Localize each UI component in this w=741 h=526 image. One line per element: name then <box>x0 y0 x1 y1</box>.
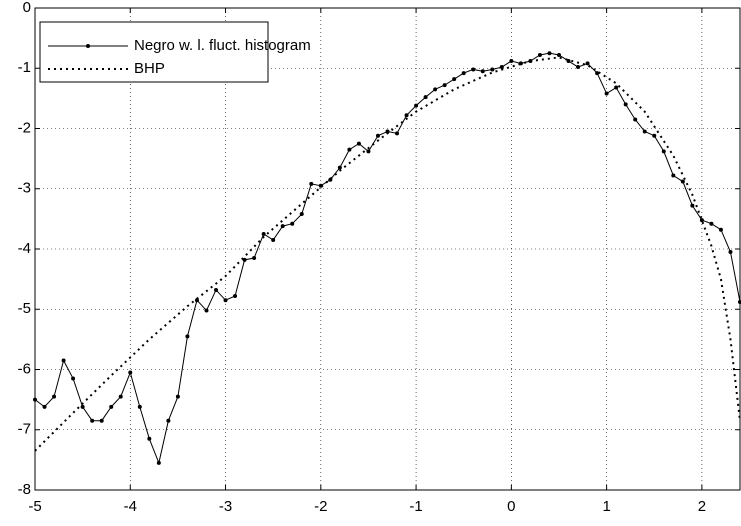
series-dot <box>604 91 609 96</box>
series-dot <box>718 227 723 232</box>
series-dot <box>690 203 695 208</box>
x-tick-label: -2 <box>314 498 327 515</box>
x-tick-label: 0 <box>507 498 515 515</box>
series-dot <box>261 231 266 236</box>
x-tick-label: 2 <box>698 498 706 515</box>
y-tick-label: -3 <box>18 180 31 197</box>
series-dot <box>680 179 685 184</box>
series-dot <box>147 436 152 441</box>
series-dot <box>90 418 95 423</box>
series-line <box>34 52 741 465</box>
series-dot <box>52 394 57 399</box>
series-dot <box>480 69 485 74</box>
y-tick-label: -8 <box>18 481 31 498</box>
series-line <box>34 56 741 452</box>
series-dot <box>452 77 457 82</box>
series-dot <box>614 85 619 90</box>
legend-dot <box>86 44 90 48</box>
series-dot <box>576 65 581 70</box>
series-dot <box>42 404 47 409</box>
series-dot <box>71 376 76 381</box>
series-dot <box>537 52 542 57</box>
series-dot <box>204 308 209 313</box>
series-dot <box>595 71 600 76</box>
series-dot <box>375 133 380 138</box>
series-dot <box>347 147 352 152</box>
series-dot <box>290 221 295 226</box>
series-dot <box>556 52 561 57</box>
series-dot <box>642 129 647 134</box>
series-dot <box>194 298 199 303</box>
series-dot <box>633 117 638 122</box>
series-dot <box>728 250 733 255</box>
series-dot <box>337 165 342 170</box>
series-dot <box>566 59 571 64</box>
series-dot <box>433 87 438 92</box>
series-dot <box>385 129 390 134</box>
y-tick-label: -6 <box>18 360 31 377</box>
x-tick-label: 1 <box>602 498 610 515</box>
series-dot <box>128 370 133 375</box>
series-dot <box>404 113 409 118</box>
series-dot <box>661 149 666 154</box>
y-tick-label: -4 <box>18 240 31 257</box>
series-dot <box>490 67 495 72</box>
series-dot <box>280 224 285 229</box>
series-dot <box>33 397 37 402</box>
series-dot <box>61 358 66 363</box>
series-dot <box>414 103 419 108</box>
series-dot <box>509 59 514 64</box>
series-dot <box>585 61 590 66</box>
series-dot <box>709 221 714 226</box>
series-dot <box>623 102 628 107</box>
series-dot <box>652 133 657 138</box>
series-dot <box>137 404 142 409</box>
series-dot <box>271 237 276 242</box>
plot-frame <box>34 7 741 491</box>
x-tick-label: -5 <box>28 498 41 515</box>
series-dot <box>185 334 190 339</box>
series-dot <box>671 173 676 178</box>
y-tick-label: -5 <box>18 300 31 317</box>
series-dot <box>471 67 476 72</box>
series-dot <box>166 418 171 423</box>
y-tick-label: -1 <box>18 59 31 76</box>
series-dot <box>309 181 314 186</box>
series-dot <box>699 218 704 223</box>
legend-box <box>39 21 269 83</box>
series-dot <box>223 298 228 303</box>
series-dot <box>156 460 161 465</box>
y-tick-label: -7 <box>18 421 31 438</box>
series-dot <box>175 394 180 399</box>
series-dot <box>233 293 238 298</box>
series-dot <box>547 51 552 56</box>
series-dot <box>99 418 104 423</box>
y-tick-label: -2 <box>18 119 31 136</box>
series-dot <box>461 71 466 76</box>
series-dot <box>109 404 114 409</box>
series-dot <box>423 95 428 100</box>
x-tick-label: -3 <box>219 498 232 515</box>
series-dot <box>442 83 447 88</box>
series-dot <box>499 65 504 70</box>
series-dot <box>299 212 304 217</box>
series-dot <box>252 256 257 261</box>
legend-label: Negro w. l. fluct. histogram <box>134 37 311 54</box>
series-dot <box>356 141 361 146</box>
series-dot <box>738 300 741 305</box>
legend-label: BHP <box>134 60 165 77</box>
series-dot <box>214 287 219 292</box>
series-dot <box>366 149 371 154</box>
x-tick-label: -1 <box>409 498 422 515</box>
series-dot <box>118 394 123 399</box>
series-dot <box>80 404 85 409</box>
y-tick-label: 0 <box>23 0 31 16</box>
series-dot <box>395 131 400 136</box>
x-tick-label: -4 <box>124 498 137 515</box>
